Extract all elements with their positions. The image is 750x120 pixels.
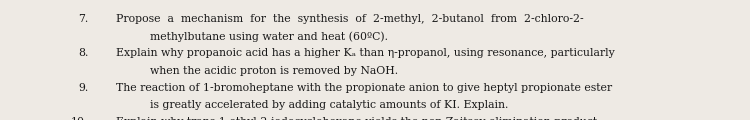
Text: Explain why propanoic acid has a higher Kₐ than η-propanol, using resonance, par: Explain why propanoic acid has a higher … [116, 48, 615, 58]
Text: 10.: 10. [71, 117, 88, 120]
Text: The reaction of 1-bromoheptane with the propionate anion to give heptyl propiona: The reaction of 1-bromoheptane with the … [116, 83, 612, 93]
Text: 8.: 8. [78, 48, 88, 58]
Text: Propose  a  mechanism  for  the  synthesis  of  2-methyl,  2-butanol  from  2-ch: Propose a mechanism for the synthesis of… [116, 14, 584, 24]
Text: Explain why trans-1-ethyl-2-iodocyclohexane yields the non-Zaitsev elimination p: Explain why trans-1-ethyl-2-iodocyclohex… [116, 117, 597, 120]
Text: is greatly accelerated by adding catalytic amounts of KI. Explain.: is greatly accelerated by adding catalyt… [150, 100, 508, 110]
Text: 7.: 7. [78, 14, 88, 24]
Text: methylbutane using water and heat (60ºC).: methylbutane using water and heat (60ºC)… [150, 31, 388, 42]
Text: when the acidic proton is removed by NaOH.: when the acidic proton is removed by NaO… [150, 66, 398, 75]
Text: 9.: 9. [78, 83, 88, 93]
